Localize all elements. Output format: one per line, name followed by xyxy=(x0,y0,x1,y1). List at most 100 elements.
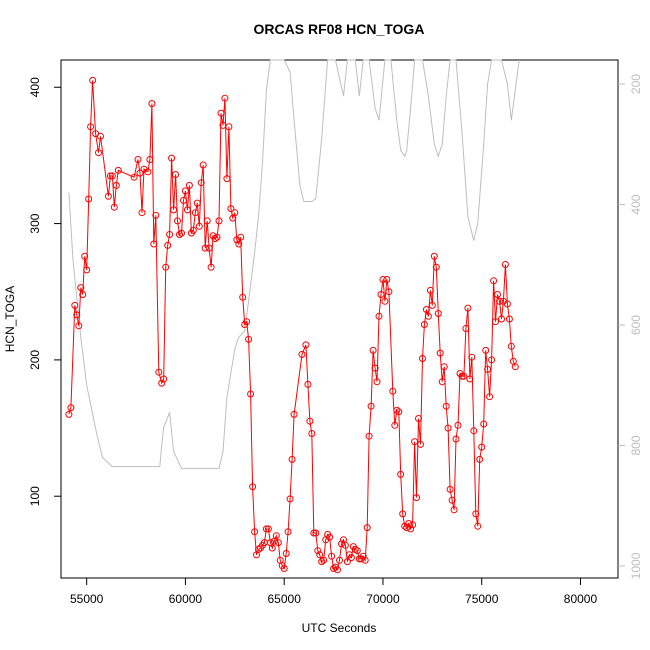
data-point xyxy=(85,195,93,203)
data-point xyxy=(361,556,369,564)
data-point xyxy=(213,233,221,241)
data-point xyxy=(146,156,154,163)
data-point xyxy=(197,179,205,187)
data-point xyxy=(442,402,450,410)
data-point xyxy=(183,206,191,214)
data-point xyxy=(237,233,245,241)
data-point xyxy=(95,149,102,157)
data-point xyxy=(347,554,355,562)
x-tick-label: 75000 xyxy=(465,592,499,606)
data-point xyxy=(108,172,116,180)
data-point xyxy=(336,556,343,564)
data-point xyxy=(371,364,379,372)
data-point xyxy=(251,528,259,536)
y-axis: 100 200 300 400 xyxy=(28,77,61,506)
data-point xyxy=(67,404,75,412)
data-point xyxy=(403,524,411,532)
data-point xyxy=(201,244,209,252)
data-point xyxy=(83,266,91,274)
data-point xyxy=(450,506,458,514)
data-point xyxy=(239,293,247,301)
data-point xyxy=(399,510,407,518)
data-point xyxy=(310,529,318,537)
data-point xyxy=(488,356,496,364)
data-point xyxy=(166,231,174,238)
data-point xyxy=(472,510,480,518)
data-point xyxy=(496,297,503,305)
y-tick-label: 300 xyxy=(28,213,42,233)
data-point xyxy=(284,528,292,536)
data-point xyxy=(462,325,470,332)
data-point xyxy=(217,109,225,117)
data-point xyxy=(365,432,373,440)
data-point xyxy=(172,171,180,178)
y2-tick-label: 600 xyxy=(629,315,643,335)
data-point xyxy=(134,156,142,163)
data-point xyxy=(245,335,253,343)
data-point xyxy=(97,132,104,140)
data-point xyxy=(65,410,73,418)
data-point xyxy=(288,455,296,463)
data-point xyxy=(494,291,501,298)
x-tick-label: 55000 xyxy=(70,592,104,606)
data-point xyxy=(448,496,456,504)
data-point xyxy=(298,350,306,358)
data-point xyxy=(363,524,371,532)
data-point xyxy=(193,199,201,207)
data-point xyxy=(227,205,235,213)
data-point xyxy=(207,263,215,271)
data-point xyxy=(446,485,454,493)
data-point xyxy=(343,558,351,566)
data-point xyxy=(381,297,389,305)
data-point xyxy=(318,558,326,566)
data-point xyxy=(286,495,294,503)
data-point xyxy=(130,173,138,181)
data-point xyxy=(264,525,272,533)
data-point xyxy=(490,277,498,285)
data-point xyxy=(478,443,486,451)
data-point xyxy=(176,231,183,238)
data-point xyxy=(454,421,462,429)
data-point xyxy=(249,483,257,491)
data-point xyxy=(178,229,185,237)
hcn-line xyxy=(68,80,516,571)
data-point xyxy=(391,421,399,429)
y2-tick-label: 800 xyxy=(629,435,643,455)
secondary-line xyxy=(68,59,520,469)
secondary-y-axis: 200 400 600 800 1000 xyxy=(618,74,643,579)
data-point xyxy=(359,552,367,560)
data-point xyxy=(482,346,490,354)
data-point xyxy=(268,544,276,552)
data-point xyxy=(280,565,288,572)
x-tick-label: 65000 xyxy=(268,592,302,606)
data-point xyxy=(430,252,438,260)
data-point xyxy=(351,545,359,553)
data-point xyxy=(501,261,509,268)
data-point xyxy=(393,406,401,414)
data-point xyxy=(73,311,81,319)
data-point xyxy=(162,263,170,271)
data-point xyxy=(185,181,193,189)
y2-tick-label: 400 xyxy=(629,194,643,214)
data-point xyxy=(302,341,310,349)
data-point xyxy=(155,368,163,376)
data-point xyxy=(150,240,158,248)
data-point xyxy=(417,440,424,448)
data-point xyxy=(320,556,328,564)
data-point xyxy=(306,417,314,425)
data-point xyxy=(160,375,168,383)
y-axis-label: HCN_TOGA xyxy=(3,286,17,352)
data-point xyxy=(326,533,334,541)
data-point xyxy=(272,532,280,540)
x-axis-label: UTC Seconds xyxy=(302,621,377,635)
data-point xyxy=(498,315,505,323)
hcn-series-points xyxy=(65,76,519,574)
data-point xyxy=(282,550,290,557)
data-point xyxy=(158,379,166,387)
y-tick-label: 200 xyxy=(28,350,42,370)
data-point xyxy=(225,123,233,131)
data-point xyxy=(235,240,243,248)
data-point xyxy=(106,172,114,180)
data-point xyxy=(205,244,213,252)
data-point xyxy=(87,123,95,131)
